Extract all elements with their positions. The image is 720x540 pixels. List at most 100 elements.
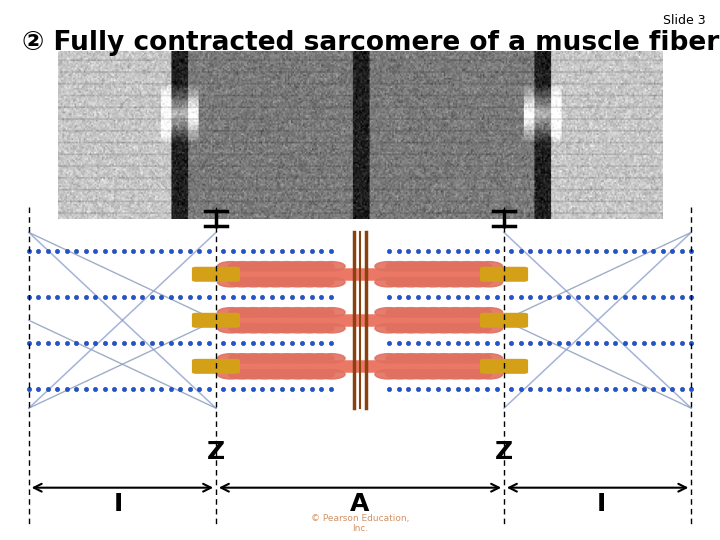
Ellipse shape xyxy=(295,278,323,287)
Ellipse shape xyxy=(262,261,289,271)
Ellipse shape xyxy=(273,278,300,287)
Text: Z: Z xyxy=(495,440,513,464)
Ellipse shape xyxy=(442,308,469,317)
Ellipse shape xyxy=(408,354,436,363)
Ellipse shape xyxy=(217,278,245,287)
Ellipse shape xyxy=(273,261,300,271)
Text: I: I xyxy=(597,492,606,516)
Ellipse shape xyxy=(475,369,503,379)
Ellipse shape xyxy=(431,261,458,271)
Ellipse shape xyxy=(464,369,492,379)
Ellipse shape xyxy=(375,369,402,379)
Ellipse shape xyxy=(431,308,458,317)
Ellipse shape xyxy=(217,369,245,379)
Ellipse shape xyxy=(386,278,413,287)
Text: Slide 3: Slide 3 xyxy=(663,14,706,26)
Ellipse shape xyxy=(318,308,345,317)
Ellipse shape xyxy=(228,354,256,363)
Ellipse shape xyxy=(453,369,480,379)
Ellipse shape xyxy=(251,323,278,333)
Ellipse shape xyxy=(307,278,334,287)
Ellipse shape xyxy=(475,308,503,317)
Ellipse shape xyxy=(307,261,334,271)
Ellipse shape xyxy=(375,278,402,287)
Ellipse shape xyxy=(397,369,425,379)
Ellipse shape xyxy=(307,369,334,379)
Ellipse shape xyxy=(453,278,480,287)
Ellipse shape xyxy=(442,354,469,363)
Ellipse shape xyxy=(420,354,447,363)
Ellipse shape xyxy=(284,323,312,333)
Ellipse shape xyxy=(375,354,402,363)
Ellipse shape xyxy=(251,308,278,317)
Ellipse shape xyxy=(273,369,300,379)
FancyBboxPatch shape xyxy=(481,360,527,373)
Ellipse shape xyxy=(262,369,289,379)
Ellipse shape xyxy=(318,261,345,271)
Ellipse shape xyxy=(453,323,480,333)
Ellipse shape xyxy=(262,354,289,363)
Ellipse shape xyxy=(442,261,469,271)
Ellipse shape xyxy=(420,261,447,271)
Text: © Pearson Education,
Inc.: © Pearson Education, Inc. xyxy=(311,514,409,533)
Ellipse shape xyxy=(442,278,469,287)
Ellipse shape xyxy=(228,323,256,333)
Ellipse shape xyxy=(397,354,425,363)
Ellipse shape xyxy=(397,308,425,317)
Ellipse shape xyxy=(262,308,289,317)
Ellipse shape xyxy=(375,261,402,271)
Text: ② Fully contracted sarcomere of a muscle fiber: ② Fully contracted sarcomere of a muscle… xyxy=(22,30,719,56)
Ellipse shape xyxy=(386,354,413,363)
Ellipse shape xyxy=(284,354,312,363)
Ellipse shape xyxy=(464,323,492,333)
Ellipse shape xyxy=(464,261,492,271)
Ellipse shape xyxy=(284,261,312,271)
Ellipse shape xyxy=(295,261,323,271)
Ellipse shape xyxy=(408,323,436,333)
Ellipse shape xyxy=(475,323,503,333)
Ellipse shape xyxy=(228,278,256,287)
Ellipse shape xyxy=(228,261,256,271)
Ellipse shape xyxy=(442,369,469,379)
Ellipse shape xyxy=(295,354,323,363)
Ellipse shape xyxy=(420,278,447,287)
Ellipse shape xyxy=(397,323,425,333)
Ellipse shape xyxy=(240,354,267,363)
Ellipse shape xyxy=(318,354,345,363)
Ellipse shape xyxy=(273,354,300,363)
Ellipse shape xyxy=(420,369,447,379)
Ellipse shape xyxy=(251,261,278,271)
Ellipse shape xyxy=(284,278,312,287)
Ellipse shape xyxy=(408,369,436,379)
Ellipse shape xyxy=(442,323,469,333)
Ellipse shape xyxy=(240,323,267,333)
Ellipse shape xyxy=(240,261,267,271)
Ellipse shape xyxy=(431,278,458,287)
Ellipse shape xyxy=(375,308,402,317)
FancyBboxPatch shape xyxy=(481,267,527,281)
Ellipse shape xyxy=(273,308,300,317)
Ellipse shape xyxy=(273,323,300,333)
Ellipse shape xyxy=(386,323,413,333)
Ellipse shape xyxy=(397,261,425,271)
Ellipse shape xyxy=(386,308,413,317)
Ellipse shape xyxy=(217,323,245,333)
FancyBboxPatch shape xyxy=(192,314,239,327)
Ellipse shape xyxy=(217,354,245,363)
Ellipse shape xyxy=(217,261,245,271)
Text: Z: Z xyxy=(207,440,225,464)
Ellipse shape xyxy=(408,278,436,287)
Ellipse shape xyxy=(453,308,480,317)
Ellipse shape xyxy=(284,369,312,379)
Ellipse shape xyxy=(475,278,503,287)
Ellipse shape xyxy=(307,323,334,333)
Ellipse shape xyxy=(453,261,480,271)
Ellipse shape xyxy=(251,278,278,287)
Ellipse shape xyxy=(262,278,289,287)
Ellipse shape xyxy=(295,369,323,379)
Text: I: I xyxy=(114,492,123,516)
Ellipse shape xyxy=(240,278,267,287)
Text: A: A xyxy=(351,492,369,516)
Ellipse shape xyxy=(420,323,447,333)
Ellipse shape xyxy=(386,261,413,271)
